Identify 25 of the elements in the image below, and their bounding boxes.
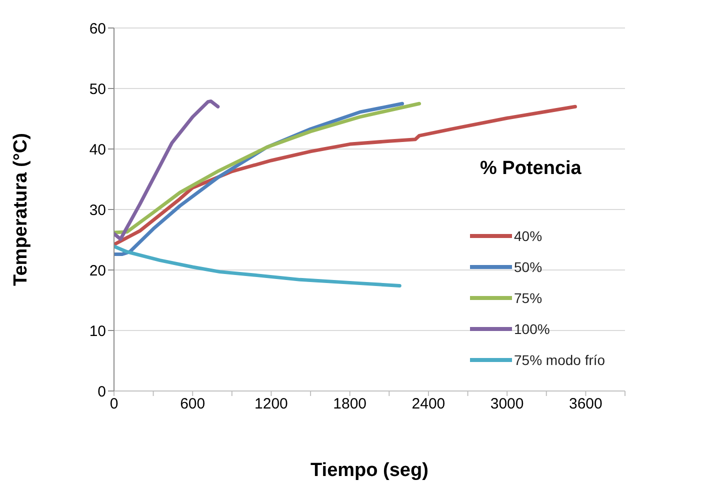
legend-label: 100% xyxy=(514,320,550,336)
line-series xyxy=(114,244,402,288)
y-tick-label: 60 xyxy=(89,20,106,38)
x-tick-label: 3000 xyxy=(490,396,524,413)
y-tick-label: 30 xyxy=(89,202,106,219)
y-tick-label: 0 xyxy=(98,383,106,400)
x-axis-title: Tiempo (seg) xyxy=(310,460,428,481)
y-tick-label: 50 xyxy=(89,80,106,98)
x-tick-label: 3600 xyxy=(569,396,602,413)
x-tick-label: 600 xyxy=(180,396,206,413)
legend-label: 75% modo frío xyxy=(514,352,606,368)
legend-label: 50% xyxy=(514,258,542,274)
x-tick-label: 1200 xyxy=(254,396,288,413)
legend-label: 40% xyxy=(514,228,542,244)
legend-label: 75% xyxy=(514,290,542,306)
y-tick-label: 40 xyxy=(89,141,106,158)
y-axis-title: Temperatura (°C) xyxy=(10,133,32,286)
line-series xyxy=(114,99,220,241)
x-tick-label: 2400 xyxy=(412,396,446,413)
legend-title: % Potencia xyxy=(480,158,582,180)
y-tick-label: 10 xyxy=(89,322,106,340)
x-tick-label: 0 xyxy=(110,396,118,413)
line-series xyxy=(114,102,422,234)
x-tick-label: 1800 xyxy=(333,396,367,413)
y-tick-label: 20 xyxy=(89,262,106,280)
